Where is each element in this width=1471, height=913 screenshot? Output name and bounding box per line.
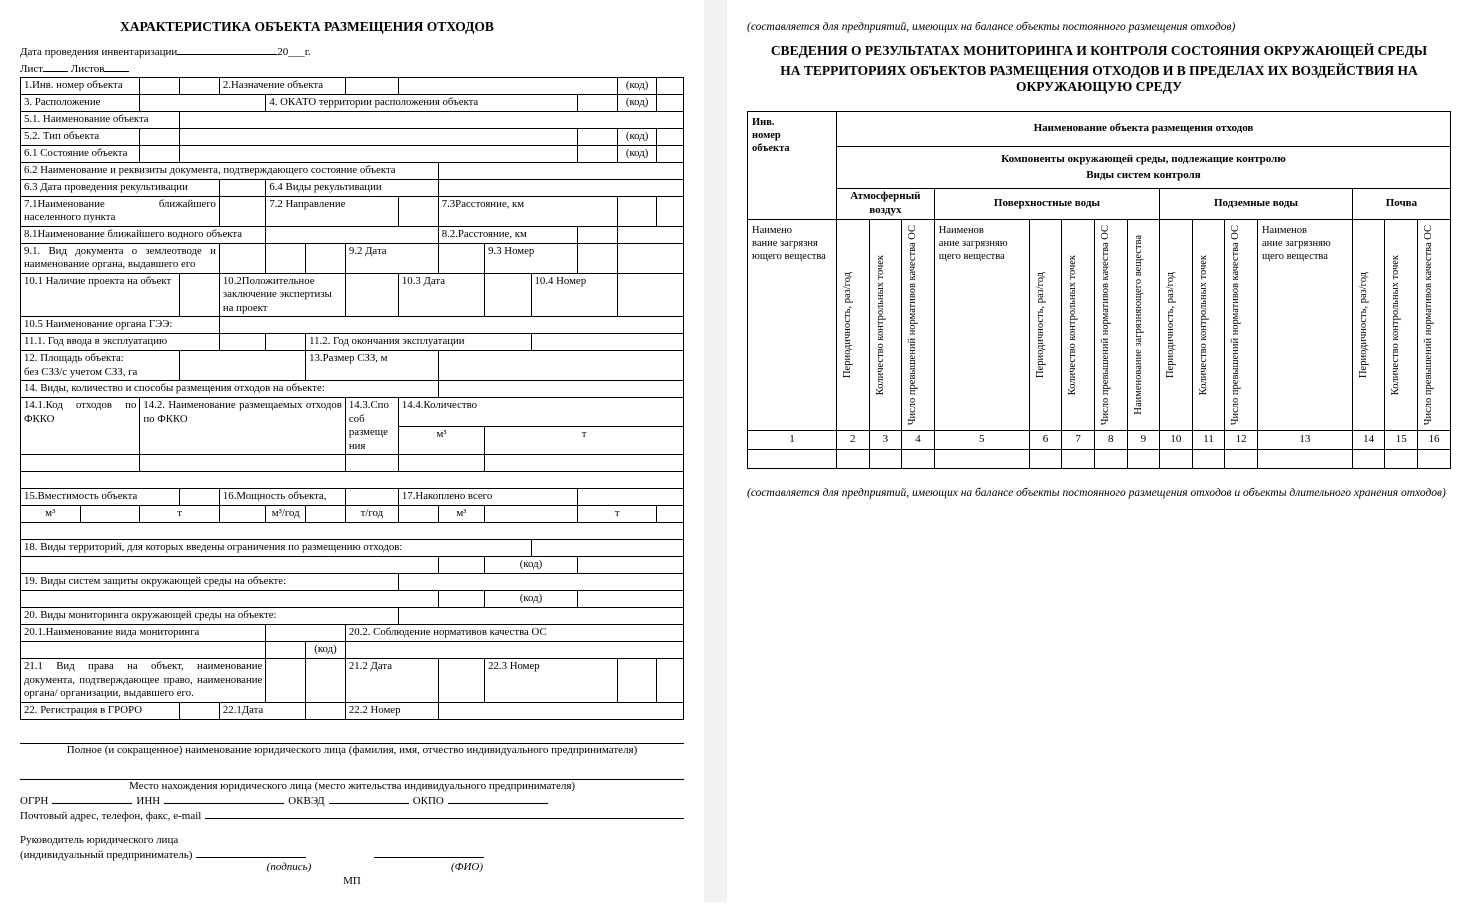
cell-104: 10.4 Номер: [531, 273, 617, 316]
cell-143: 14.3.Спо соб размеще ния: [345, 398, 398, 455]
cell-221: 22.1Дата: [219, 702, 305, 719]
cell-71: 7.1Наименование ближайшего населенного п…: [21, 197, 220, 227]
cell-211: 21.1 Вид права на объект, наименование д…: [21, 659, 266, 702]
main-form-table: 1.Инв. номер объекта 2.Назначение объект…: [20, 77, 684, 720]
footer-head1: Руководитель юридического лица: [20, 834, 684, 846]
cell-22: 22. Регистрация в ГРОРО: [21, 702, 180, 719]
cell-105: 10.5 Наименование органа ГЭЭ:: [21, 317, 220, 334]
cell-111: 11.1. Год ввода в эксплуатацию: [21, 334, 220, 351]
cell-102: 10.2Положительное заключение экспертизы …: [219, 273, 345, 316]
right-title-1: СВЕДЕНИЯ О РЕЗУЛЬТАТАХ МОНИТОРИНГА И КОН…: [747, 43, 1451, 59]
cell-212: 21.2 Дата: [345, 659, 438, 702]
list-row: Лист Листов: [20, 60, 684, 75]
inventory-date-row: Дата проведения инвентаризации 20___г.: [20, 43, 684, 58]
cell-142: 14.2. Наименование размещаемых отходов п…: [140, 398, 346, 455]
cell-51: 5.1. Наименование объекта: [21, 112, 180, 129]
cell-201: 20.1.Наименование вида мониторинга: [21, 625, 266, 642]
footer-fullname: Полное (и сокращенное) наименование юрид…: [20, 744, 684, 756]
right-page: (составляется для предприятий, имеющих н…: [727, 0, 1471, 902]
note-bottom: (составляется для предприятий, имеющих н…: [747, 487, 1451, 499]
cell-72: 7.2 Направление: [266, 197, 399, 227]
cell-3: 3. Расположение: [21, 95, 140, 112]
cell-103: 10.3 Дата: [398, 273, 484, 316]
note-top: (составляется для предприятий, имеющих н…: [747, 21, 1451, 33]
empty-data-row: [748, 450, 1451, 469]
footer-block: Полное (и сокращенное) наименование юрид…: [20, 730, 684, 887]
cell-81: 8.1Наименование ближайшего водного объек…: [21, 226, 266, 243]
list-label-2: Листов: [71, 63, 105, 75]
left-title: ХАРАКТЕРИСТИКА ОБЪЕКТА РАЗМЕЩЕНИЯ ОТХОДО…: [120, 19, 684, 35]
cell-20: 20. Виды мониторинга окружающей среды на…: [21, 608, 399, 625]
cell-62: 6.2 Наименование и реквизиты документа, …: [21, 163, 439, 180]
monitoring-table: Инв. номер объекта Наименование объекта …: [747, 111, 1451, 469]
cell-16: 16.Мощность объекта,: [219, 489, 345, 506]
cell-112: 11.2. Год окончания эксплуатации: [306, 334, 531, 351]
cell-91: 9.1. Вид документа о землеотводе и наиме…: [21, 243, 220, 273]
cell-52: 5.2. Тип объекта: [21, 129, 140, 146]
cell-223: 22.3 Номер: [485, 659, 618, 702]
cell-12: 12. Площадь объекта: без СЗЗ/с учетом СЗ…: [21, 351, 180, 381]
cell-73: 7.3Расстояние, км: [438, 197, 617, 227]
column-number-row: 1 2 3 4 5 6 7 8 9 10 11 12 13 14 15 16: [748, 431, 1451, 450]
list-label-1: Лист: [20, 63, 43, 75]
cell-1: 1.Инв. номер объекта: [21, 78, 140, 95]
cell-18: 18. Виды территорий, для которых введены…: [21, 540, 532, 557]
footer-location: Место нахождения юридического лица (мест…: [20, 780, 684, 792]
cell-101: 10.1 Наличие проекта на объект: [21, 273, 180, 316]
date-label: Дата проведения инвентаризации: [20, 46, 177, 58]
cell-82: 8.2.Расстояние, км: [438, 226, 577, 243]
cell-93: 9.3 Номер: [485, 243, 578, 273]
right-title-2: НА ТЕРРИТОРИЯХ ОБЪЕКТОВ РАЗМЕЩЕНИЯ ОТХОД…: [747, 63, 1451, 95]
cell-4: 4. ОКАТО территории расположения объекта: [266, 95, 578, 112]
left-page: ХАРАКТЕРИСТИКА ОБЪЕКТА РАЗМЕЩЕНИЯ ОТХОДО…: [0, 0, 704, 902]
cell-63: 6.3 Дата проведения рекультивации: [21, 180, 220, 197]
cell-64: 6.4 Виды рекультивации: [266, 180, 438, 197]
year-suffix: 20___г.: [277, 46, 311, 58]
cell-14: 14. Виды, количество и способы размещени…: [21, 381, 439, 398]
cell-144: 14.4.Количество: [398, 398, 683, 426]
cell-2: 2.Назначение объекта: [219, 78, 345, 95]
page-divider: [704, 0, 727, 902]
code-label: (код): [617, 78, 657, 95]
cell-17: 17.Накоплено всего: [398, 489, 577, 506]
cell-92: 9.2 Дата: [345, 243, 438, 273]
cell-61: 6.1 Состояние объекта: [21, 146, 140, 163]
cell-19: 19. Виды систем защиты окружающей среды …: [21, 574, 399, 591]
cell-141: 14.1.Код отходов по ФККО: [21, 398, 140, 455]
cell-222: 22.2 Номер: [345, 702, 438, 719]
cell-13: 13.Размер СЗЗ, м: [306, 351, 439, 381]
cell-202: 20.2. Соблюдение нормативов качества ОС: [345, 625, 683, 642]
cell-15: 15.Вместимость объекта: [21, 489, 180, 506]
